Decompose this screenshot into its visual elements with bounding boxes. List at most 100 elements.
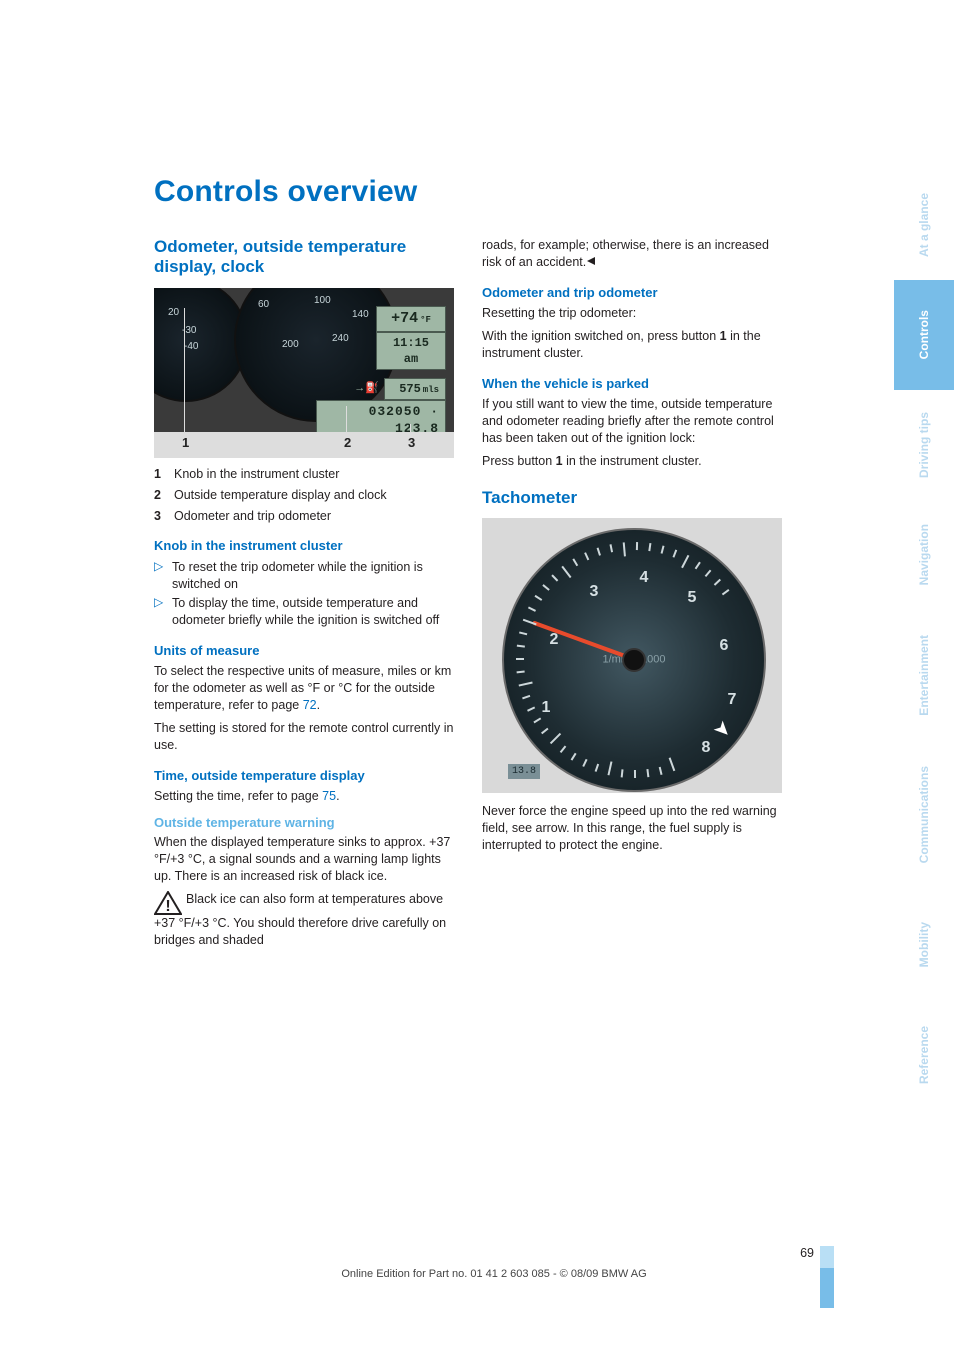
tach-tick <box>560 745 567 753</box>
tach-number-1: 1 <box>536 697 556 719</box>
odometer-section-title: Odometer, outside temperature display, c… <box>154 237 454 278</box>
pointer-2: 2 <box>344 434 351 452</box>
parked-p2b: in the instrument cluster. <box>563 454 702 468</box>
tach-tick <box>516 658 524 660</box>
callout-num: 3 <box>154 508 174 525</box>
tach-tick <box>522 695 530 699</box>
tach-tick <box>681 555 689 568</box>
tach-tick <box>519 632 527 636</box>
tab-label: Entertainment <box>917 635 931 716</box>
parked-title: When the vehicle is parked <box>482 376 782 392</box>
tab-label: Reference <box>917 1026 931 1084</box>
tach-tick <box>541 728 549 735</box>
warning-end-icon <box>586 254 596 271</box>
tach-tick <box>609 544 613 552</box>
bullet-text: To reset the trip odometer while the ign… <box>172 559 454 593</box>
time-p-b: . <box>336 789 339 803</box>
black-ice-warning: ! Black ice can also form at temperature… <box>154 891 454 949</box>
tab-controls[interactable]: Controls <box>894 280 954 390</box>
svg-text:!: ! <box>165 898 170 915</box>
callout-text: Outside temperature display and clock <box>174 487 454 504</box>
tach-tick <box>597 547 601 555</box>
warning-continued: roads, for example; otherwise, there is … <box>482 237 782 271</box>
odo-p2-bold: 1 <box>720 329 727 343</box>
tab-label: Mobility <box>917 922 931 967</box>
callout-row: 1Knob in the instrument cluster <box>154 466 454 483</box>
tab-label: Communications <box>917 766 931 863</box>
tach-tick <box>621 769 624 777</box>
tach-number-7: 7 <box>722 689 742 711</box>
tab-entertainment[interactable]: Entertainment <box>894 610 954 740</box>
tab-label: At a glance <box>917 193 931 257</box>
tach-tick <box>634 770 636 778</box>
units-p1b: . <box>317 698 320 712</box>
lcd-temp-value: +74 <box>391 310 418 327</box>
units-page-link[interactable]: 72 <box>303 698 317 712</box>
page-number: 69 <box>800 1246 814 1260</box>
units-p2: The setting is stored for the remote con… <box>154 720 454 754</box>
time-p-a: Setting the time, refer to page <box>154 789 322 803</box>
tab-navigation[interactable]: Navigation <box>894 500 954 610</box>
tach-number-2: 2 <box>544 629 564 651</box>
left-column: Odometer, outside temperature display, c… <box>154 237 454 955</box>
outside-temp-warning-p: When the displayed temperature sinks to … <box>154 834 454 885</box>
tick: 100 <box>314 294 331 308</box>
lcd-odo-total: 032050 <box>369 404 422 419</box>
tab-at-a-glance[interactable]: At a glance <box>894 170 954 280</box>
tach-tick <box>695 562 701 570</box>
knob-bullets: ▷To reset the trip odometer while the ig… <box>154 559 454 630</box>
outside-temp-warning-title: Outside temperature warning <box>154 815 454 831</box>
lcd-temp: +74°F <box>376 306 446 332</box>
page-title: Controls overview <box>154 175 894 209</box>
tach-tick <box>705 570 712 577</box>
tach-number-3: 3 <box>584 581 604 603</box>
tach-tick <box>519 682 533 687</box>
tab-mobility[interactable]: Mobility <box>894 890 954 1000</box>
tach-tick <box>659 767 663 775</box>
pointer-1: 1 <box>182 434 189 452</box>
tach-tick <box>582 759 587 767</box>
right-column: roads, for example; otherwise, there is … <box>482 237 782 955</box>
warning-icon: ! <box>154 891 182 915</box>
tick: 20 <box>168 306 179 320</box>
callout-num: 2 <box>154 487 174 504</box>
odo-p2: With the ignition switched on, press but… <box>482 328 782 362</box>
pointer-line-1 <box>184 308 185 436</box>
time-page-link[interactable]: 75 <box>322 789 336 803</box>
lcd-time: 11:15 am <box>376 332 446 370</box>
tach-tick <box>636 542 638 550</box>
bullet-row: ▷To display the time, outside temperatur… <box>154 595 454 629</box>
tab-driving-tips[interactable]: Driving tips <box>894 390 954 500</box>
warning-continued-text: roads, for example; otherwise, there is … <box>482 238 769 269</box>
tab-label: Navigation <box>917 524 931 585</box>
units-p1: To select the respective units of measur… <box>154 663 454 714</box>
tach-number-4: 4 <box>634 567 654 589</box>
callout-text: Knob in the instrument cluster <box>174 466 454 483</box>
bullet-icon: ▷ <box>154 559 172 575</box>
pointer-bar: 123 <box>154 432 454 458</box>
knob-subtitle: Knob in the instrument cluster <box>154 538 454 554</box>
tach-tick <box>607 761 612 775</box>
tach-tick <box>551 574 558 581</box>
tach-tick <box>561 566 571 578</box>
page: Controls overview Odometer, outside temp… <box>0 0 954 1350</box>
bullet-row: ▷To reset the trip odometer while the ig… <box>154 559 454 593</box>
bullet-icon: ▷ <box>154 595 172 611</box>
odo-trip-title: Odometer and trip odometer <box>482 285 782 301</box>
tach-tick <box>623 542 626 556</box>
tach-tick <box>646 769 649 777</box>
page-accent-bar <box>820 1268 834 1308</box>
tab-communications[interactable]: Communications <box>894 740 954 890</box>
time-title: Time, outside temperature display <box>154 768 454 784</box>
tab-label: Driving tips <box>917 412 931 478</box>
lcd-range: 575mls <box>384 378 446 400</box>
tach-tick <box>542 584 549 591</box>
odo-p1: Resetting the trip odometer: <box>482 305 782 322</box>
tach-tick <box>661 546 665 554</box>
tab-reference[interactable]: Reference <box>894 1000 954 1110</box>
tachometer-figure: 1/min x 1000 12345678➤ 13.8 <box>482 518 782 793</box>
content-columns: Odometer, outside temperature display, c… <box>154 237 894 955</box>
bullet-text: To display the time, outside temperature… <box>172 595 454 629</box>
side-tabs: At a glance Controls Driving tips Navigatio… <box>894 170 954 1110</box>
range-icon: →⛽ <box>354 381 379 396</box>
